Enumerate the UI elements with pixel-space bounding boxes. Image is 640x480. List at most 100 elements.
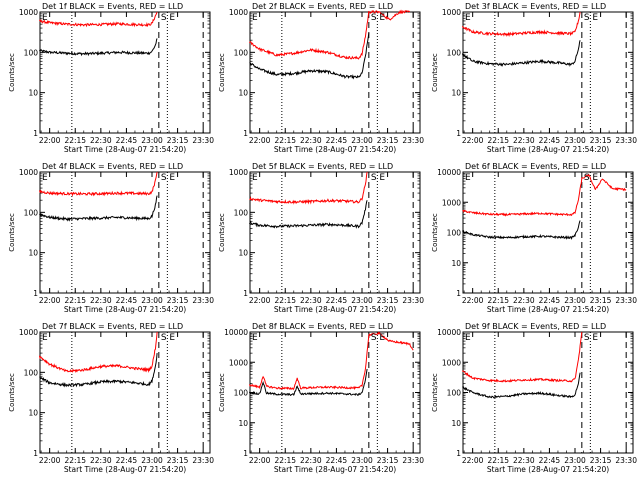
x-tick-label: 23:15 (377, 456, 399, 465)
x-tick-label: 22:30 (513, 456, 535, 465)
y-tick-label: 10 (451, 419, 461, 428)
marker-e: E (169, 333, 175, 343)
marker-s: S (161, 173, 167, 183)
x-tick-label: 22:15 (487, 296, 509, 305)
x-tick-label: 22:15 (487, 136, 509, 145)
events-series-line (462, 372, 581, 399)
marker-e: E (169, 173, 175, 183)
y-tick-label: 10 (238, 419, 248, 428)
y-axis-label: Counts/sec (8, 373, 16, 412)
y-tick-label: 10 (28, 249, 38, 258)
marker-s: S (371, 13, 377, 23)
x-tick-label: 23:15 (167, 296, 189, 305)
y-tick-label: 10 (28, 89, 38, 98)
marker-e: E (592, 173, 598, 183)
panel-title: Det 2f BLACK = Events, RED = LLD (252, 2, 393, 11)
y-tick-label: 100 (234, 48, 249, 57)
x-tick-label: 22:30 (90, 456, 112, 465)
plot-frame (462, 331, 634, 454)
marker-e-left: E (465, 13, 471, 23)
panel-title: Det 1f BLACK = Events, RED = LLD (42, 2, 183, 11)
y-axis-label: Counts/sec (218, 373, 226, 412)
panel-title: Det 7f BLACK = Events, RED = LLD (42, 322, 183, 331)
x-tick-label: 23:00 (564, 456, 586, 465)
panel-title: Det 4f BLACK = Events, RED = LLD (42, 162, 183, 171)
x-axis-label: Start Time (28-Aug-07 21:54:20) (274, 305, 396, 314)
y-tick-label: 1 (456, 129, 461, 138)
x-tick-label: 23:30 (402, 296, 424, 305)
lld-series-line (249, 171, 368, 205)
panel-7: Det 7f BLACK = Events, RED = LLD 1 10 100 10… (8, 322, 214, 474)
panel-3: Det 3f BLACK = Events, RED = LLD 1 10 100 10… (431, 2, 637, 154)
y-tick-label: 10 (451, 259, 461, 268)
panel-title: Det 3f BLACK = Events, RED = LLD (465, 2, 606, 11)
x-axis-label: Start Time (28-Aug-07 21:54:20) (274, 145, 396, 154)
y-tick-label: 1000 (442, 198, 461, 207)
x-tick-label: 23:15 (590, 136, 612, 145)
marker-s: S (584, 333, 590, 343)
x-tick-label: 22:00 (39, 296, 61, 305)
x-tick-label: 23:00 (141, 296, 163, 305)
x-tick-label: 22:30 (513, 296, 535, 305)
plot-frame (249, 331, 421, 454)
marker-s: S (371, 333, 377, 343)
x-tick-label: 22:45 (539, 456, 561, 465)
x-tick-label: 23:00 (564, 296, 586, 305)
marker-e-left: E (252, 13, 258, 23)
panel-title: Det 9f BLACK = Events, RED = LLD (465, 322, 606, 331)
y-axis-label: Counts/sec (8, 53, 16, 92)
marker-e: E (592, 333, 598, 343)
marker-e: E (169, 13, 175, 23)
x-tick-label: 23:15 (167, 456, 189, 465)
marker-e-left: E (252, 173, 258, 183)
y-tick-label: 10000 (437, 168, 461, 177)
x-tick-label: 22:30 (300, 456, 322, 465)
marker-s: S (584, 173, 590, 183)
x-tick-label: 22:30 (90, 296, 112, 305)
plot-frame (39, 331, 211, 454)
x-tick-label: 22:15 (274, 136, 296, 145)
y-tick-label: 10000 (437, 328, 461, 337)
events-series-line (461, 40, 581, 67)
x-tick-label: 22:15 (487, 456, 509, 465)
x-tick-label: 23:30 (615, 136, 637, 145)
y-tick-label: 1 (456, 449, 461, 458)
marker-e-left: E (465, 173, 471, 183)
lld-series-line (461, 11, 581, 37)
y-tick-label: 100 (447, 229, 462, 238)
x-tick-label: 22:15 (64, 456, 86, 465)
y-axis-label: Counts/sec (431, 53, 439, 92)
marker-e: E (592, 13, 598, 23)
y-tick-label: 1 (243, 449, 248, 458)
marker-s: S (161, 333, 167, 343)
plot-frame (249, 11, 421, 134)
x-axis-label: Start Time (28-Aug-07 21:54:20) (487, 465, 609, 474)
x-tick-label: 22:45 (326, 296, 348, 305)
marker-s: S (161, 13, 167, 23)
x-tick-label: 22:15 (274, 456, 296, 465)
y-tick-label: 1 (456, 289, 461, 298)
x-tick-label: 22:15 (274, 296, 296, 305)
events-series-line (39, 195, 158, 222)
x-axis-label: Start Time (28-Aug-07 21:54:20) (487, 145, 609, 154)
panel-9: Det 9f BLACK = Events, RED = LLD 1 10 100 10… (431, 322, 637, 474)
events-series-line (248, 368, 368, 397)
y-tick-label: 1 (33, 129, 38, 138)
x-tick-label: 22:45 (539, 136, 561, 145)
x-tick-label: 22:00 (249, 136, 271, 145)
lld-series-line (38, 171, 158, 197)
x-tick-label: 23:00 (141, 136, 163, 145)
y-axis-label: Counts/sec (431, 373, 439, 412)
plot-frame (462, 171, 634, 294)
plot-frame (39, 11, 211, 134)
panel-title: Det 6f BLACK = Events, RED = LLD (465, 162, 606, 171)
plot-frame (39, 171, 211, 294)
events-series-line (38, 38, 158, 57)
x-tick-label: 22:15 (64, 296, 86, 305)
y-tick-label: 1000 (229, 8, 248, 17)
x-tick-label: 23:00 (351, 296, 373, 305)
y-tick-label: 10000 (224, 328, 248, 337)
panel-title: Det 5f BLACK = Events, RED = LLD (252, 162, 393, 171)
y-tick-label: 1000 (442, 8, 461, 17)
